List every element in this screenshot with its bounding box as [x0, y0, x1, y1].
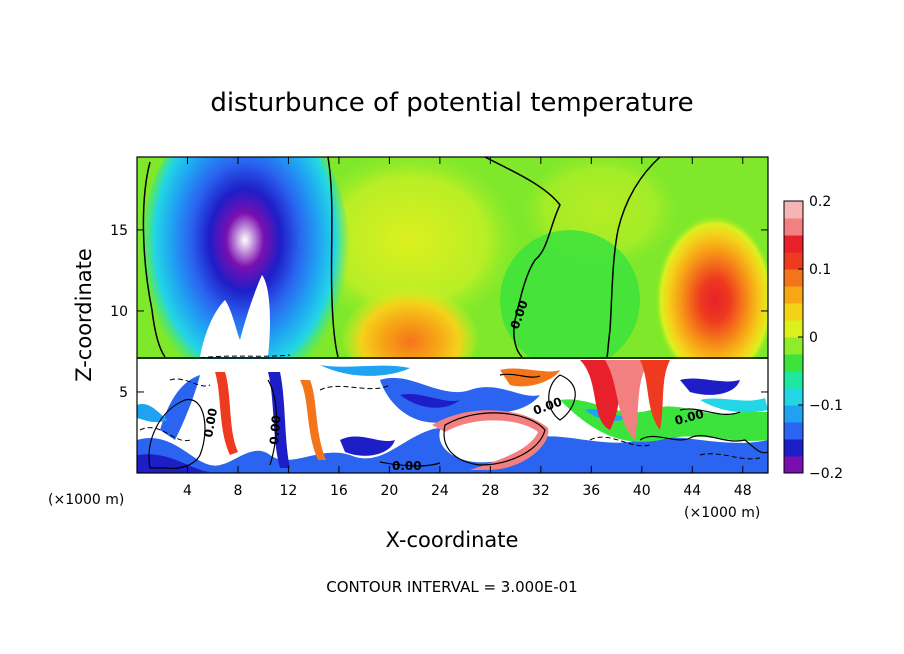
dashed-contours — [139, 354, 761, 460]
x-tick-label: 20 — [380, 483, 398, 499]
y-axis-title: Z-coordinate — [72, 248, 96, 382]
x-tick-label: 24 — [431, 483, 449, 499]
colorbar-segment — [784, 371, 803, 389]
yellow-region — [300, 157, 520, 330]
colorbar-segment — [784, 303, 803, 321]
colorbar — [784, 201, 803, 474]
chart-title: disturbunce of potential temperature — [210, 88, 693, 118]
colorbar-tick-label: 0 — [809, 330, 818, 346]
lower-contours — [148, 373, 768, 470]
x-axis-title: X-coordinate — [386, 528, 519, 552]
contour-interval-note: CONTOUR INTERVAL = 3.000E-01 — [326, 578, 577, 596]
colorbar-segment — [784, 439, 803, 457]
colorbar-segment — [784, 286, 803, 304]
colorbar-segment — [784, 320, 803, 338]
x-axis-ticks: 4 8 12 16 20 24 28 32 36 40 44 48 — [183, 157, 752, 499]
colorbar-tick-label: 0.1 — [809, 262, 831, 278]
x-tick-label: 40 — [633, 483, 651, 499]
x-tick-label: 4 — [183, 483, 192, 499]
zero-contours — [137, 157, 768, 359]
cold-anomaly — [140, 157, 350, 405]
colorbar-segment — [784, 405, 803, 423]
x-tick-label: 8 — [233, 483, 242, 499]
x-tick-label: 12 — [280, 483, 298, 499]
colorbar-segment — [784, 456, 803, 474]
x-tick-label: 28 — [481, 483, 499, 499]
x-unit-label-left: (×1000 m) — [48, 492, 124, 508]
contour-label-bottom: 0.00 — [392, 459, 422, 473]
colorbar-ticks: 0.2 0.1 0 −0.1 −0.2 — [798, 194, 843, 482]
cold-core — [200, 275, 270, 357]
x-tick-label: 32 — [532, 483, 550, 499]
y-axis-ticks: 5 10 15 — [110, 223, 768, 401]
contour-label-lower-left: 0.00 — [201, 407, 220, 439]
contour-label-lower-left-2: 0.00 — [267, 415, 284, 446]
x-tick-label: 48 — [734, 483, 752, 499]
colorbar-segment — [784, 269, 803, 287]
colorbar-segment — [784, 422, 803, 440]
colorbar-segment — [784, 354, 803, 372]
neutral-region — [500, 230, 640, 370]
colorbar-segment — [784, 388, 803, 406]
colorbar-segment — [784, 235, 803, 253]
colorbar-segment — [784, 201, 803, 219]
y-tick-label: 5 — [119, 385, 128, 401]
y-tick-label: 10 — [110, 304, 128, 320]
y-tick-label: 15 — [110, 223, 128, 239]
colorbar-tick-label: −0.1 — [809, 398, 843, 414]
plot-frame — [136, 156, 769, 474]
x-tick-label: 16 — [330, 483, 348, 499]
colorbar-segment — [784, 218, 803, 236]
warm-anomaly — [655, 215, 768, 385]
colorbar-tick-label: 0.2 — [809, 194, 831, 210]
x-unit-label-right: (×1000 m) — [684, 505, 760, 521]
colorbar-segment — [784, 252, 803, 270]
plot-area — [137, 157, 768, 473]
x-tick-label: 36 — [582, 483, 600, 499]
x-tick-label: 44 — [683, 483, 701, 499]
colorbar-segment — [784, 337, 803, 355]
turbulent-patterns — [137, 360, 768, 473]
colorbar-tick-label: −0.2 — [809, 466, 843, 482]
